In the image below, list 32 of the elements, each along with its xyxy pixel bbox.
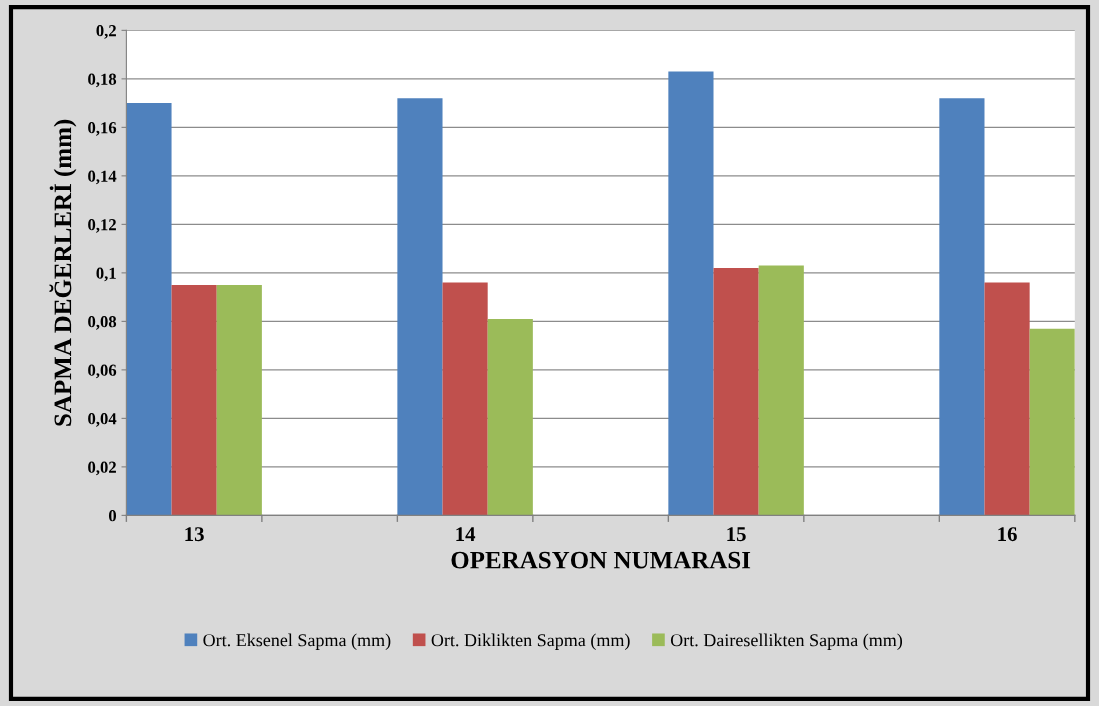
bar	[668, 71, 714, 516]
bar	[171, 284, 217, 516]
bar	[713, 268, 759, 516]
y-tick-label: 0,16	[88, 122, 117, 136]
bar	[984, 282, 1030, 516]
bar	[126, 103, 172, 516]
x-tick-label: 16	[998, 527, 1017, 542]
y-tick-label: 0	[108, 510, 117, 522]
bar	[758, 265, 804, 516]
y-tick-label: 0,04	[88, 413, 117, 427]
bar	[216, 284, 262, 516]
bar	[487, 318, 533, 516]
bar	[1029, 328, 1075, 516]
y-axis-title: SAPMA DEĞERLERİ (mm)	[49, 119, 77, 426]
x-tick-label: 15	[727, 527, 746, 542]
y-tick-label: 0,2	[96, 25, 116, 39]
bar	[442, 282, 488, 516]
x-tick-label: 14	[456, 527, 476, 541]
legend-label: Ort. Dairesellikten Sapma (mm)	[670, 633, 903, 650]
bar	[397, 98, 443, 516]
y-tick-label: 0,02	[88, 461, 116, 476]
x-axis-title: OPERASYON NUMARASI	[451, 551, 751, 569]
x-tick-label: 13	[185, 527, 204, 542]
y-tick-label: 0,18	[88, 73, 117, 88]
y-tick-label: 0,12	[88, 219, 116, 233]
y-tick-label: 0,1	[96, 267, 116, 282]
bar	[939, 98, 985, 516]
legend-label: Ort. Diklikten Sapma (mm)	[431, 633, 630, 650]
y-tick-label: 0,08	[88, 316, 117, 330]
y-tick-label: 0,14	[88, 170, 117, 185]
y-tick-label: 0,06	[88, 364, 117, 379]
legend-label: Ort. Eksenel Sapma (mm)	[203, 633, 391, 650]
